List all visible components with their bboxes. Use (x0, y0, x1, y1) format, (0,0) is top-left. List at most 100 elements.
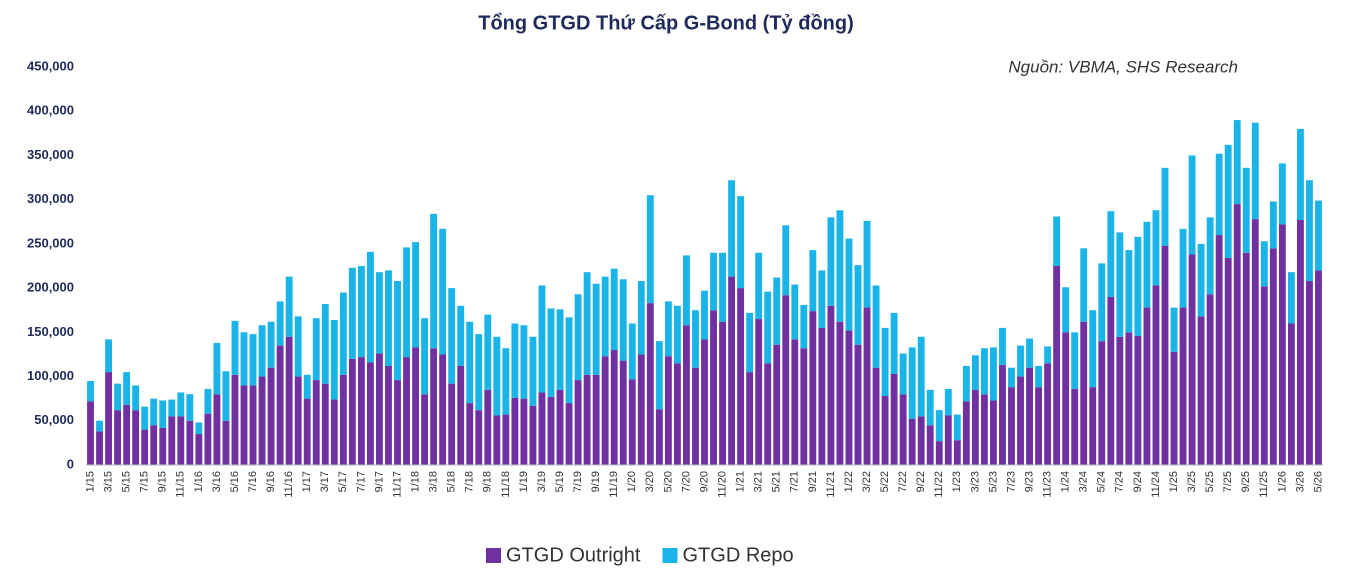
bar-segment (1278, 163, 1286, 225)
bar-segment (881, 327, 889, 397)
bar-segment (186, 394, 194, 421)
bar-segment (1206, 217, 1214, 295)
x-tick-label: 11/24 (1150, 471, 1162, 498)
bar-segment (484, 389, 492, 465)
bar-segment (791, 339, 799, 465)
bar-segment (1116, 232, 1124, 337)
x-tick-label: 3/24 (1078, 471, 1090, 492)
bar-segment (619, 279, 627, 361)
x-tick-label: 1/26 (1276, 471, 1288, 492)
bar-segment (944, 388, 952, 416)
bar-segment (710, 310, 717, 465)
x-tick-label: 9/21 (807, 471, 819, 492)
bar-segment (592, 283, 600, 375)
bar-segment (1053, 266, 1061, 465)
x-tick-label: 9/17 (373, 471, 385, 492)
bar-segment (1233, 204, 1241, 466)
bar-segment (610, 268, 618, 351)
bar-segment (376, 353, 383, 465)
bar-segment (1215, 153, 1223, 236)
bar-segment (394, 281, 401, 381)
bar-segment (719, 321, 726, 465)
bar-segment (592, 374, 600, 465)
bar-segment (1008, 367, 1015, 388)
bar-segment (583, 272, 591, 375)
y-tick-label: 0 (67, 456, 74, 471)
bar-segment (701, 290, 708, 340)
bar-segment (475, 410, 483, 465)
bar-segment (601, 276, 609, 357)
bar-segment (222, 371, 230, 421)
bar-segment (168, 416, 176, 465)
x-tick-label: 5/17 (337, 471, 349, 492)
y-tick-label: 200,000 (27, 280, 74, 295)
bar-segment (1306, 281, 1313, 465)
bar-segment (1278, 224, 1286, 465)
bar-segment (1188, 254, 1196, 465)
bar-segment (1008, 387, 1015, 465)
bar-segment (294, 316, 302, 377)
bar-segment (791, 284, 799, 340)
bar-segment (719, 252, 726, 322)
bar-segment (655, 409, 663, 465)
bar-segment (321, 304, 329, 384)
legend-label: GTGD Repo (682, 544, 793, 566)
y-tick-label: 50,000 (34, 412, 74, 427)
bar-segment (276, 301, 284, 346)
bar-segment (159, 427, 167, 465)
bar-segment (312, 318, 320, 381)
bar-segment (664, 301, 672, 357)
bar-segment (890, 312, 898, 374)
bar-segment (890, 373, 898, 465)
bar-segment (637, 354, 645, 465)
bar-segment (746, 372, 754, 465)
bar-segment (240, 385, 248, 465)
bar-segment (1071, 332, 1079, 389)
bar-segment (439, 354, 447, 465)
bar-segment (1197, 316, 1205, 465)
x-tick-label: 7/15 (139, 471, 151, 492)
bar-segment (863, 220, 871, 308)
x-tick-label: 7/17 (355, 471, 367, 492)
bar-segment (1089, 310, 1097, 388)
x-tick-label: 7/22 (897, 471, 909, 492)
bar-segment (935, 410, 943, 442)
bar-segment (827, 217, 835, 306)
bar-segment (186, 420, 194, 465)
bar-segment (195, 422, 203, 435)
bar-segment (285, 336, 293, 465)
bar-segment (1242, 167, 1250, 253)
bar-segment (538, 392, 546, 465)
bar-segment (1053, 216, 1061, 266)
bar-segment (836, 321, 844, 465)
bar-segment (520, 325, 528, 399)
bar-segment (1215, 235, 1223, 465)
bar-segment (204, 388, 212, 414)
bar-segment (1134, 236, 1142, 336)
bar-segment (529, 336, 537, 406)
x-tick-label: 7/23 (1005, 471, 1017, 492)
bar-segment (132, 385, 140, 411)
bar-segment (980, 348, 988, 395)
bar-segment (1296, 128, 1304, 221)
bar-segment (1143, 307, 1151, 465)
x-tick-label: 5/25 (1204, 471, 1216, 492)
bar-segment (1161, 167, 1169, 246)
bar-segment (123, 404, 131, 465)
bar-segment (1044, 363, 1052, 465)
x-tick-label: 7/18 (464, 471, 476, 492)
x-tick-label: 3/19 (536, 471, 548, 492)
bar-segment (421, 394, 429, 465)
bar-segment (1080, 321, 1088, 465)
bar-segment (881, 396, 889, 465)
bar-segment (971, 355, 979, 390)
x-tick-label: 9/18 (482, 471, 494, 492)
bar-segment (746, 312, 754, 373)
bar-segment (628, 323, 636, 380)
bar-segment (357, 357, 365, 465)
bar-segment (990, 400, 997, 465)
bar-segment (809, 250, 817, 312)
bar-segment (1206, 294, 1214, 465)
bar-segment (1017, 376, 1024, 465)
bar-segment (962, 401, 970, 465)
